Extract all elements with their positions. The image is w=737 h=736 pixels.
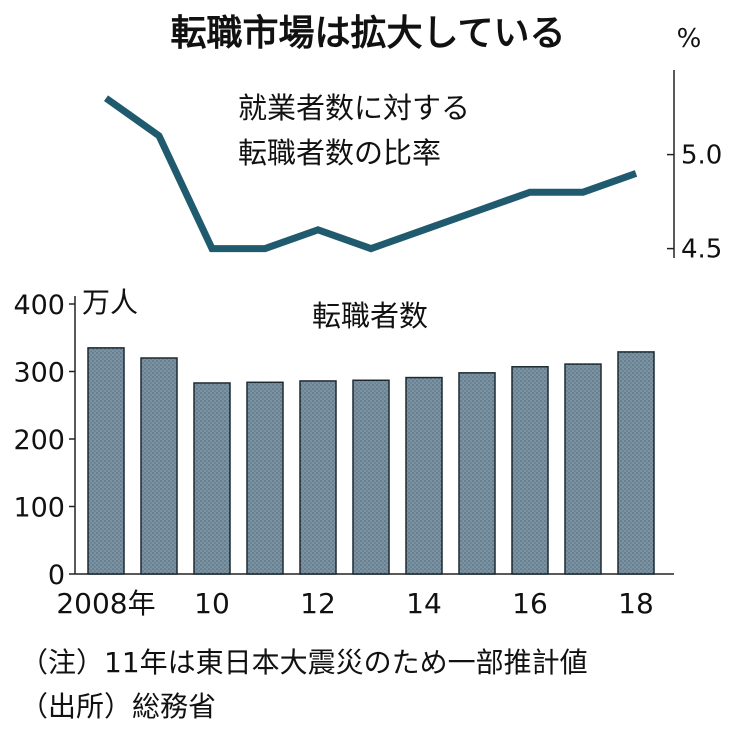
line-series-label-1: 就業者数に対する [238, 91, 470, 125]
bar-chart-title: 転職者数 [312, 299, 428, 333]
bar [299, 380, 337, 575]
line-unit-label: % [677, 24, 702, 54]
bar [87, 347, 125, 575]
source-text: （出所）総務省 [20, 690, 216, 723]
bar-y-tick-label: 400 [13, 290, 65, 321]
bar-y-tick-label: 200 [13, 425, 65, 456]
bar-x-tick-label: 18 [618, 587, 654, 620]
line-y-tick-label: 4.5 [681, 235, 722, 265]
bar [140, 357, 178, 575]
bar [617, 351, 655, 575]
bar [193, 382, 231, 575]
bar [405, 376, 443, 575]
bar [246, 381, 284, 575]
bar [511, 366, 549, 575]
bar-y-tick-label: 100 [13, 493, 65, 524]
note-text: （注）11年は東日本大震災のため一部推計値 [20, 646, 588, 679]
bar-y-tick-label: 0 [48, 560, 65, 591]
bar-x-tick-label: 12 [300, 587, 336, 620]
bar-x-tick-label: 16 [512, 587, 548, 620]
line-series-label-2: 転職者数の比率 [238, 136, 441, 170]
line-y-tick-label: 5.0 [681, 141, 722, 171]
bar-unit-label: 万人 [82, 286, 138, 319]
bar [564, 363, 602, 575]
bar-x-tick-label: 2008年 [56, 587, 155, 620]
ratio-line-chart: % 就業者数に対する 転職者数の比率 4.5 5.0 [103, 24, 722, 265]
bar-x-tick-label: 10 [194, 587, 230, 620]
bar-x-tick-label: 14 [406, 587, 442, 620]
bar-y-tick-label: 300 [13, 358, 65, 389]
count-bar-chart: 転職者数 万人 0 100 200 300 400 2008年 10 12 14 16 18 [13, 286, 674, 620]
bar [458, 372, 496, 575]
chart-title: 転職市場は拡大している [171, 13, 566, 54]
bar [352, 379, 390, 575]
